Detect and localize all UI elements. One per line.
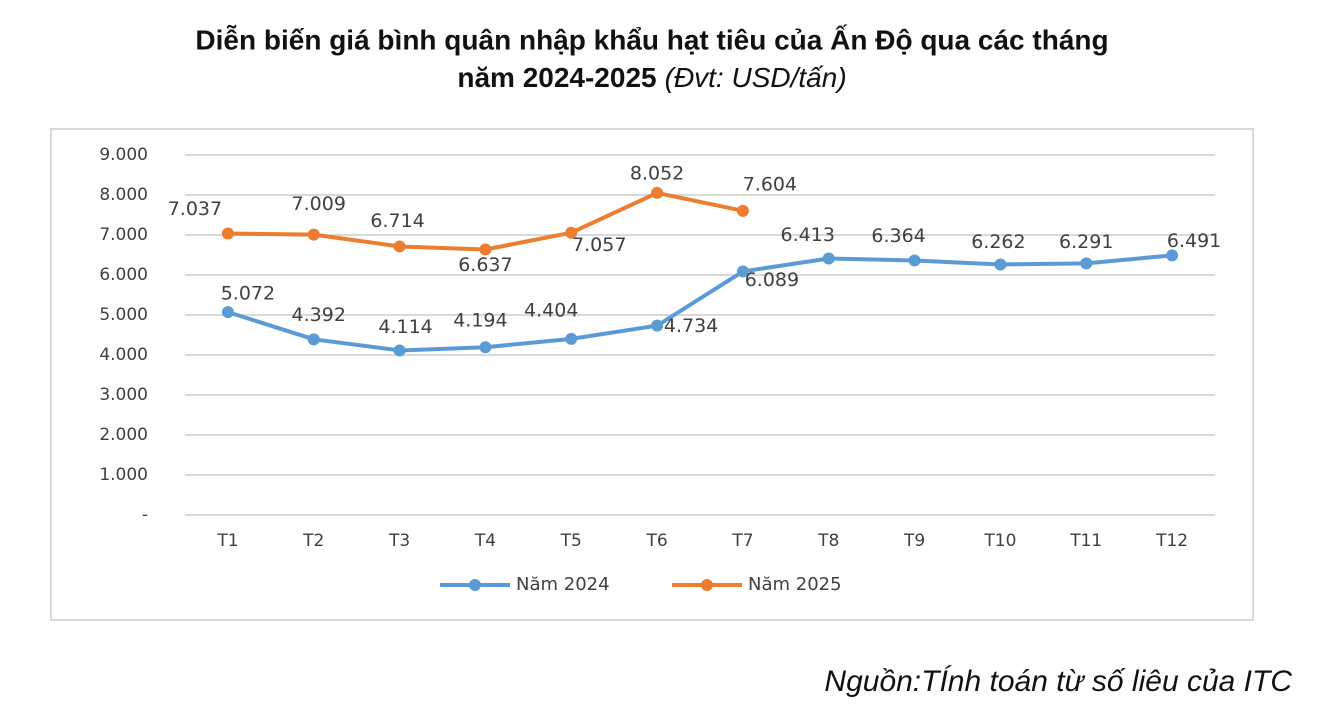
x-tick-label: T1: [216, 531, 238, 551]
data-label: 6.262: [971, 231, 1025, 253]
data-label: 7.009: [292, 193, 346, 215]
x-tick-label: T7: [731, 531, 753, 551]
data-point: [1166, 249, 1179, 262]
chart-frame: [50, 128, 1254, 621]
data-label: 4.194: [453, 310, 507, 332]
data-label: 7.057: [572, 234, 626, 256]
x-tick-label: T8: [817, 531, 839, 551]
y-tick-label: 3.000: [99, 385, 148, 405]
data-point: [393, 344, 406, 357]
data-label: 4.404: [524, 299, 578, 321]
x-tick-label: T9: [903, 531, 925, 551]
data-point: [908, 254, 921, 267]
data-label: 7.604: [743, 173, 797, 195]
data-label: 8.052: [630, 162, 684, 184]
series-line: [227, 253, 1173, 353]
x-tick-label: T2: [302, 531, 324, 551]
data-point: [479, 243, 492, 256]
data-point: [393, 240, 406, 253]
y-tick-label: 8.000: [99, 185, 148, 205]
y-tick-label: 9.000: [99, 145, 148, 165]
y-tick-label: 7.000: [99, 225, 148, 245]
data-point: [1080, 257, 1093, 270]
y-tick-label: 2.000: [99, 425, 148, 445]
data-point: [307, 333, 320, 346]
data-point: [307, 228, 320, 241]
y-tick-label: 6.000: [99, 265, 148, 285]
x-tick-label: T6: [645, 531, 667, 551]
data-label: 7.037: [168, 198, 222, 220]
data-point: [479, 341, 492, 354]
chart-title: năm 2024-2025: [457, 62, 656, 93]
data-point: [736, 265, 749, 278]
data-point: [651, 319, 664, 332]
data-label: 5.072: [221, 283, 275, 305]
data-label: 6.291: [1059, 231, 1113, 253]
x-tick-label: T10: [983, 531, 1016, 551]
data-label: 6.714: [370, 210, 424, 232]
data-label: 4.392: [292, 304, 346, 326]
x-tick-label: T3: [388, 531, 410, 551]
x-tick-label: T4: [474, 531, 496, 551]
data-label: 4.734: [664, 315, 718, 337]
unit: (Đvt: USD/tấn): [665, 62, 847, 93]
data-point: [565, 332, 578, 345]
data-label: 4.114: [378, 316, 432, 338]
legend-label: Năm 2025: [748, 574, 842, 595]
data-point: [736, 204, 749, 217]
source: Nguồn:TÍnh toán từ số liêu của ITC: [824, 665, 1292, 698]
y-tick-label: 5.000: [99, 305, 148, 325]
chart-title-line: năm 2024-2025 (Đvt: USD/tấn): [457, 62, 846, 93]
data-point: [994, 258, 1007, 271]
data-point: [651, 186, 664, 199]
data-point: [565, 226, 578, 239]
legend-marker: [469, 579, 481, 591]
y-tick-label: -: [142, 505, 148, 525]
x-tick-label: T12: [1155, 531, 1188, 551]
data-label: 6.364: [871, 225, 925, 247]
legend-marker: [701, 579, 713, 591]
data-point: [221, 227, 234, 240]
y-tick-label: 4.000: [99, 345, 148, 365]
y-tick-label: 1.000: [99, 465, 148, 485]
x-tick-label: T11: [1069, 531, 1102, 551]
data-point: [822, 252, 835, 265]
legend-label: Năm 2024: [516, 574, 610, 595]
chart-title: Diễn biến giá bình quân nhập khẩu hạt ti…: [195, 24, 1108, 55]
data-label: 6.637: [458, 254, 512, 276]
data-label: 6.089: [745, 269, 799, 291]
data-label: 6.491: [1167, 230, 1221, 252]
x-tick-label: T5: [560, 531, 582, 551]
data-label: 6.413: [781, 224, 835, 246]
data-point: [221, 306, 234, 319]
